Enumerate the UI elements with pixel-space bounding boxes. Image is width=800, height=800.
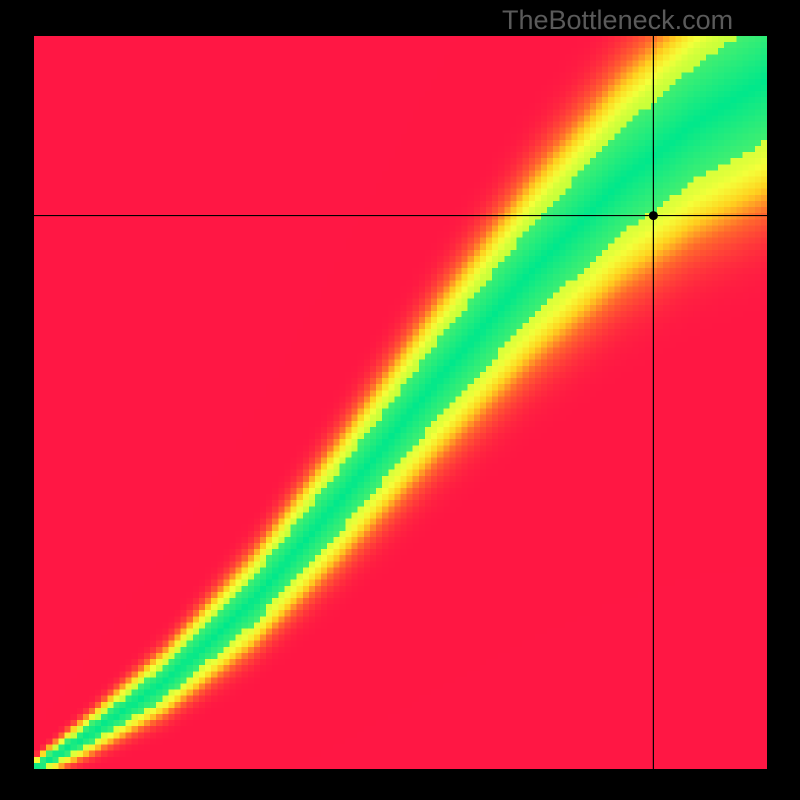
chart-container: TheBottleneck.com <box>0 0 800 800</box>
bottleneck-heatmap <box>34 36 767 769</box>
watermark-label: TheBottleneck.com <box>502 5 733 36</box>
